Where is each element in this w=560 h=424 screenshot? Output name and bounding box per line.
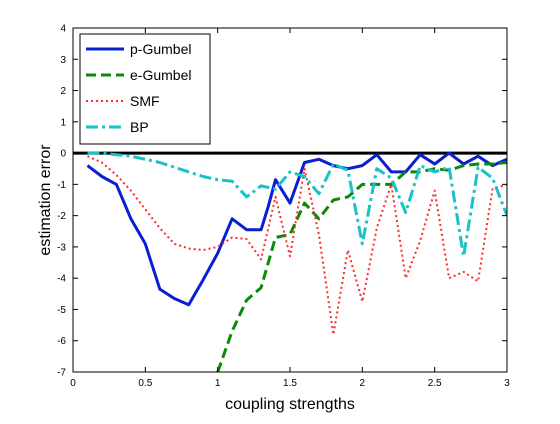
y-tick-label: 4 <box>60 24 66 35</box>
y-tick-label: -3 <box>57 242 66 253</box>
series-line-p-gumbel <box>86 151 507 307</box>
y-axis-title: estimation error <box>37 144 54 256</box>
series-line-bp <box>87 151 507 258</box>
x-tick-label: 2 <box>360 378 366 389</box>
series-line-smf <box>87 155 507 336</box>
y-tick-label: -2 <box>57 211 66 222</box>
y-tick-label: -5 <box>57 305 66 316</box>
series-group <box>73 151 507 372</box>
y-tick-label: 3 <box>60 55 66 66</box>
x-tick-label: 3 <box>504 378 510 389</box>
x-tick-label: 1 <box>215 378 221 389</box>
series-line-e-gumbel <box>216 161 507 372</box>
legend-box <box>79 33 211 145</box>
y-tick-label: -1 <box>57 180 66 191</box>
x-tick-label: 0.5 <box>138 378 152 389</box>
legend-label-smf: SMF <box>130 93 160 109</box>
y-tick-label: -6 <box>57 336 66 347</box>
y-tick-label: 1 <box>60 117 66 128</box>
x-tick-label: 0 <box>70 378 76 389</box>
legend: p-Gumbel e-Gumbel SMF BP <box>79 33 211 145</box>
x-tick-label: 2.5 <box>428 378 442 389</box>
y-tick-label: -7 <box>57 368 66 379</box>
y-tick-label: -4 <box>57 274 66 285</box>
legend-label-e-gumbel: e-Gumbel <box>130 67 191 83</box>
x-tick-label: 1.5 <box>283 378 297 389</box>
legend-label-p-gumbel: p-Gumbel <box>130 41 191 57</box>
x-axis-title: coupling strengths <box>225 396 355 413</box>
y-tick-label: 2 <box>60 86 66 97</box>
y-tick-label: 0 <box>60 149 66 160</box>
plot-area: 0 0.5 1 1.5 2 2.5 3 -7 -6 -5 -4 -3 -2 -1 0 1 2 3 4 p-Gumbel… <box>57 24 510 390</box>
legend-label-bp: BP <box>130 119 149 135</box>
